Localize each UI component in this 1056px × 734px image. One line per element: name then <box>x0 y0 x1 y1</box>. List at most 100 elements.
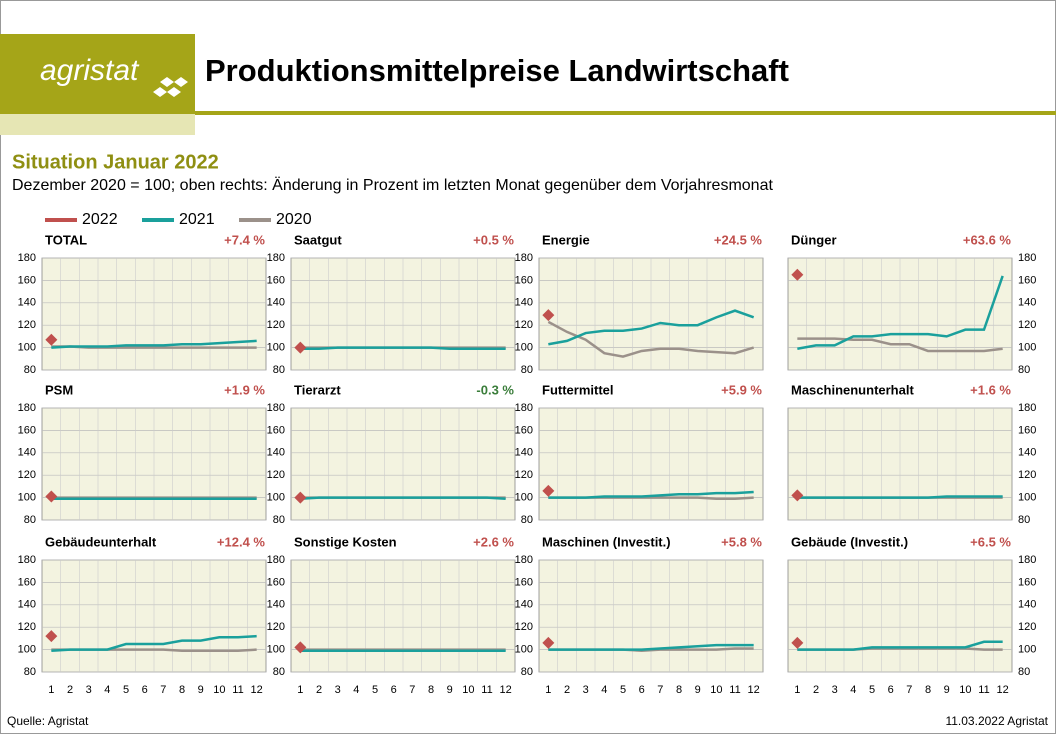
x-tick-label: 3 <box>86 684 92 696</box>
x-tick-label: 7 <box>160 684 166 696</box>
series-line <box>51 339 257 349</box>
y-tick-label: 160 <box>1018 576 1036 588</box>
x-tick-label: 9 <box>944 684 950 696</box>
x-tick-label: 4 <box>104 684 110 696</box>
panel-change: +12.4 % <box>217 534 266 549</box>
x-tick-label: 9 <box>447 684 453 696</box>
y-tick-label: 80 <box>521 514 533 526</box>
y-tick-label: 140 <box>515 599 533 611</box>
x-tick-label: 12 <box>500 684 512 696</box>
y-tick-label: 160 <box>515 274 533 286</box>
y-tick-label: 80 <box>24 666 36 678</box>
y-tick-label: 100 <box>1018 342 1036 354</box>
series-point <box>791 636 804 649</box>
series-point <box>45 630 58 643</box>
y-tick-label: 140 <box>18 447 36 459</box>
panel-title: TOTAL <box>45 232 87 247</box>
x-tick-label: 5 <box>372 684 378 696</box>
x-tick-label: 7 <box>657 684 663 696</box>
y-tick-label: 100 <box>267 342 285 354</box>
y-tick-label: 80 <box>1018 364 1030 376</box>
panel-change: +1.9 % <box>224 382 265 397</box>
y-tick-label: 180 <box>515 402 533 414</box>
y-tick-label: 80 <box>273 514 285 526</box>
panel-title: Gebäude (Investit.) <box>791 534 908 549</box>
y-tick-label: 80 <box>1018 514 1030 526</box>
x-tick-label: 10 <box>710 684 722 696</box>
x-tick-label: 10 <box>959 684 971 696</box>
x-tick-label: 7 <box>906 684 912 696</box>
y-tick-label: 140 <box>515 297 533 309</box>
panel-change: +5.8 % <box>721 534 762 549</box>
x-tick-label: 3 <box>335 684 341 696</box>
series-line <box>797 275 1004 350</box>
y-tick-label: 120 <box>515 621 533 633</box>
y-tick-label: 100 <box>18 644 36 656</box>
y-tick-label: 120 <box>515 319 533 331</box>
y-tick-label: 120 <box>267 319 285 331</box>
x-tick-label: 2 <box>316 684 322 696</box>
y-tick-label: 120 <box>18 469 36 481</box>
y-tick-label: 80 <box>24 514 36 526</box>
x-tick-label: 8 <box>925 684 931 696</box>
series-point <box>542 309 555 322</box>
page-title: Produktionsmittelpreise Landwirtschaft <box>205 53 789 88</box>
panel-change: -0.3 % <box>476 382 514 397</box>
x-tick-label: 4 <box>353 684 359 696</box>
source: Quelle: Agristat <box>7 714 89 728</box>
y-tick-label: 160 <box>18 274 36 286</box>
panel-title: Maschinen (Investit.) <box>542 534 671 549</box>
legend-label: 2020 <box>276 211 312 228</box>
series-point <box>542 484 555 497</box>
x-tick-label: 10 <box>462 684 474 696</box>
panel-title: Gebäudeunterhalt <box>45 534 157 549</box>
x-tick-label: 11 <box>481 684 492 696</box>
y-tick-label: 180 <box>1018 402 1036 414</box>
y-tick-label: 100 <box>515 492 533 504</box>
y-tick-label: 120 <box>267 469 285 481</box>
x-tick-label: 3 <box>583 684 589 696</box>
y-tick-label: 160 <box>18 424 36 436</box>
x-tick-label: 4 <box>601 684 607 696</box>
x-tick-label: 11 <box>729 684 740 696</box>
y-tick-label: 80 <box>1018 666 1030 678</box>
y-tick-label: 100 <box>18 342 36 354</box>
series-line <box>300 346 506 350</box>
y-tick-label: 180 <box>1018 252 1036 264</box>
series-point <box>294 341 307 354</box>
panel-change: +5.9 % <box>721 382 762 397</box>
series-line <box>797 337 1003 353</box>
y-tick-label: 140 <box>1018 297 1036 309</box>
y-tick-label: 180 <box>18 402 36 414</box>
x-tick-label: 6 <box>888 684 894 696</box>
x-tick-label: 1 <box>794 684 800 696</box>
y-tick-label: 140 <box>267 447 285 459</box>
y-tick-label: 120 <box>267 621 285 633</box>
y-tick-label: 120 <box>1018 469 1036 481</box>
y-tick-label: 100 <box>515 644 533 656</box>
series-line <box>300 496 506 500</box>
y-tick-label: 160 <box>515 424 533 436</box>
x-tick-label: 7 <box>409 684 415 696</box>
x-tick-label: 12 <box>997 684 1009 696</box>
series-point <box>542 636 555 649</box>
panel-change: +0.5 % <box>473 232 514 247</box>
y-tick-label: 140 <box>18 297 36 309</box>
x-tick-label: 2 <box>67 684 73 696</box>
x-tick-label: 12 <box>251 684 263 696</box>
y-tick-label: 180 <box>267 252 285 264</box>
y-tick-label: 80 <box>273 364 285 376</box>
panel-title: Energie <box>542 232 590 247</box>
x-tick-label: 4 <box>850 684 856 696</box>
panel-change: +6.5 % <box>970 534 1011 549</box>
y-tick-label: 140 <box>1018 599 1036 611</box>
y-tick-label: 140 <box>267 599 285 611</box>
x-tick-label: 8 <box>676 684 682 696</box>
y-tick-label: 140 <box>18 599 36 611</box>
x-tick-label: 3 <box>832 684 838 696</box>
logo-icon <box>153 77 188 97</box>
y-tick-label: 140 <box>1018 447 1036 459</box>
y-tick-label: 160 <box>515 576 533 588</box>
y-tick-label: 180 <box>18 554 36 566</box>
y-tick-label: 80 <box>273 666 285 678</box>
